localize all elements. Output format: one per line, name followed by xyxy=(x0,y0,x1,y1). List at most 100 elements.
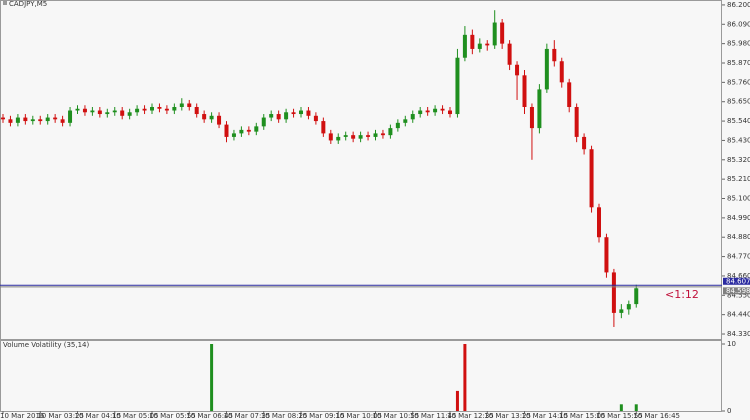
candle-body xyxy=(567,82,572,107)
candle-body xyxy=(194,106,199,115)
candle-body xyxy=(1,117,5,120)
candle-body xyxy=(559,61,564,83)
candle-body xyxy=(358,135,363,139)
y-tick-label: 84.440 xyxy=(727,311,750,319)
candle-body xyxy=(500,22,505,44)
candle-body xyxy=(179,103,184,107)
volatility-bar xyxy=(619,404,623,411)
candle-body xyxy=(626,304,631,310)
candle-body xyxy=(105,112,110,115)
y-tick-label: 84.550 xyxy=(727,291,750,299)
candle-body xyxy=(135,108,140,113)
y-tick-label: 84.990 xyxy=(727,214,750,222)
candle-body xyxy=(217,115,222,125)
candle-body xyxy=(410,114,415,120)
candle-body xyxy=(231,133,236,137)
candle-body xyxy=(45,117,50,122)
x-tick-label: 10 Mar 15:05 xyxy=(559,412,606,420)
indicator-pane xyxy=(0,340,722,412)
candle-body xyxy=(299,110,303,115)
candle-body xyxy=(97,110,102,115)
candle-body xyxy=(224,124,229,137)
y-tick-label: 86.090 xyxy=(727,20,750,28)
y-tick-label: 85.870 xyxy=(727,59,750,67)
candle-body xyxy=(597,207,601,238)
x-tick-label: 10 Mar 2016 xyxy=(0,412,45,420)
annotation: <1:12 xyxy=(665,288,699,301)
x-tick-label: 10 Mar 03:25 xyxy=(37,412,84,420)
indicator-title: Volume Volatility (35,14) xyxy=(3,341,89,349)
price-label: 84.607 xyxy=(726,277,750,285)
candle-body xyxy=(529,106,534,129)
candle-body xyxy=(157,106,162,109)
volatility-bar xyxy=(210,344,214,411)
candle-body xyxy=(470,34,475,49)
candle-body xyxy=(507,43,512,65)
y-tick-label: 84.330 xyxy=(727,330,750,338)
candle-body xyxy=(395,122,400,129)
candle-body xyxy=(515,64,520,76)
candle-body xyxy=(440,108,445,111)
candle-body xyxy=(403,119,408,123)
candle-body xyxy=(343,135,348,137)
y-tick-label: 10 xyxy=(727,340,736,348)
x-tick-label: 10 Mar 06:45 xyxy=(186,412,233,420)
y-tick-label: 84.770 xyxy=(727,253,750,261)
candle-body xyxy=(544,48,549,90)
y-tick-label: 85.540 xyxy=(727,117,750,125)
candle-body xyxy=(455,57,460,115)
candle-body xyxy=(492,22,497,46)
y-tick-label: 85.100 xyxy=(727,195,750,203)
volatility-bar xyxy=(634,404,638,411)
candle-body xyxy=(388,128,393,136)
x-tick-label: 10 Mar 08:25 xyxy=(261,412,308,420)
candle-body xyxy=(477,43,482,49)
candle-body xyxy=(366,135,371,137)
candle-body xyxy=(209,115,214,120)
candle-body xyxy=(38,119,43,122)
candle-body xyxy=(269,114,274,118)
candle-body xyxy=(127,112,132,116)
candle-body xyxy=(120,110,125,116)
y-tick-label: 86.200 xyxy=(727,1,750,9)
candle-body xyxy=(448,110,452,115)
candle-body xyxy=(30,119,35,122)
candle-body xyxy=(619,309,624,313)
candle-body xyxy=(589,149,594,208)
x-tick-label: 10 Mar 04:15 xyxy=(75,412,122,420)
price-label-box xyxy=(723,287,750,295)
candle-body xyxy=(164,108,169,111)
candle-body xyxy=(82,108,87,113)
candle-body xyxy=(313,115,318,122)
x-tick-label: 10 Mar 16:45 xyxy=(633,412,680,420)
candle-body xyxy=(75,108,80,111)
candle-body xyxy=(321,121,326,134)
candle-body xyxy=(261,117,266,127)
candle-body xyxy=(172,106,177,111)
candle-body xyxy=(552,48,557,62)
candle-body xyxy=(53,117,58,120)
candle-body xyxy=(254,126,259,132)
y-tick-label: 85.210 xyxy=(727,175,750,183)
x-tick-label: 10 Mar 07:35 xyxy=(224,412,271,420)
candle-body xyxy=(574,106,579,137)
candle-body xyxy=(68,110,73,123)
candle-body xyxy=(336,136,341,141)
x-tick-label: 10 Mar 12:35 xyxy=(447,412,494,420)
y-tick-label: 85.320 xyxy=(727,156,750,164)
candle-body xyxy=(522,75,527,107)
candle-body xyxy=(291,112,296,115)
x-tick-label: 10 Mar 15:55 xyxy=(596,412,643,420)
x-tick-label: 10 Mar 11:45 xyxy=(410,412,457,420)
y-tick-label: 0 xyxy=(727,407,731,415)
candle-body xyxy=(15,117,20,123)
candle-body xyxy=(328,133,333,141)
price-label: 84.598 xyxy=(726,287,750,295)
candle-body xyxy=(8,119,13,123)
candle-body xyxy=(239,129,244,134)
y-tick-label: 84.880 xyxy=(727,233,750,241)
main-pane xyxy=(0,0,722,340)
y-tick-label: 84.660 xyxy=(727,272,750,280)
